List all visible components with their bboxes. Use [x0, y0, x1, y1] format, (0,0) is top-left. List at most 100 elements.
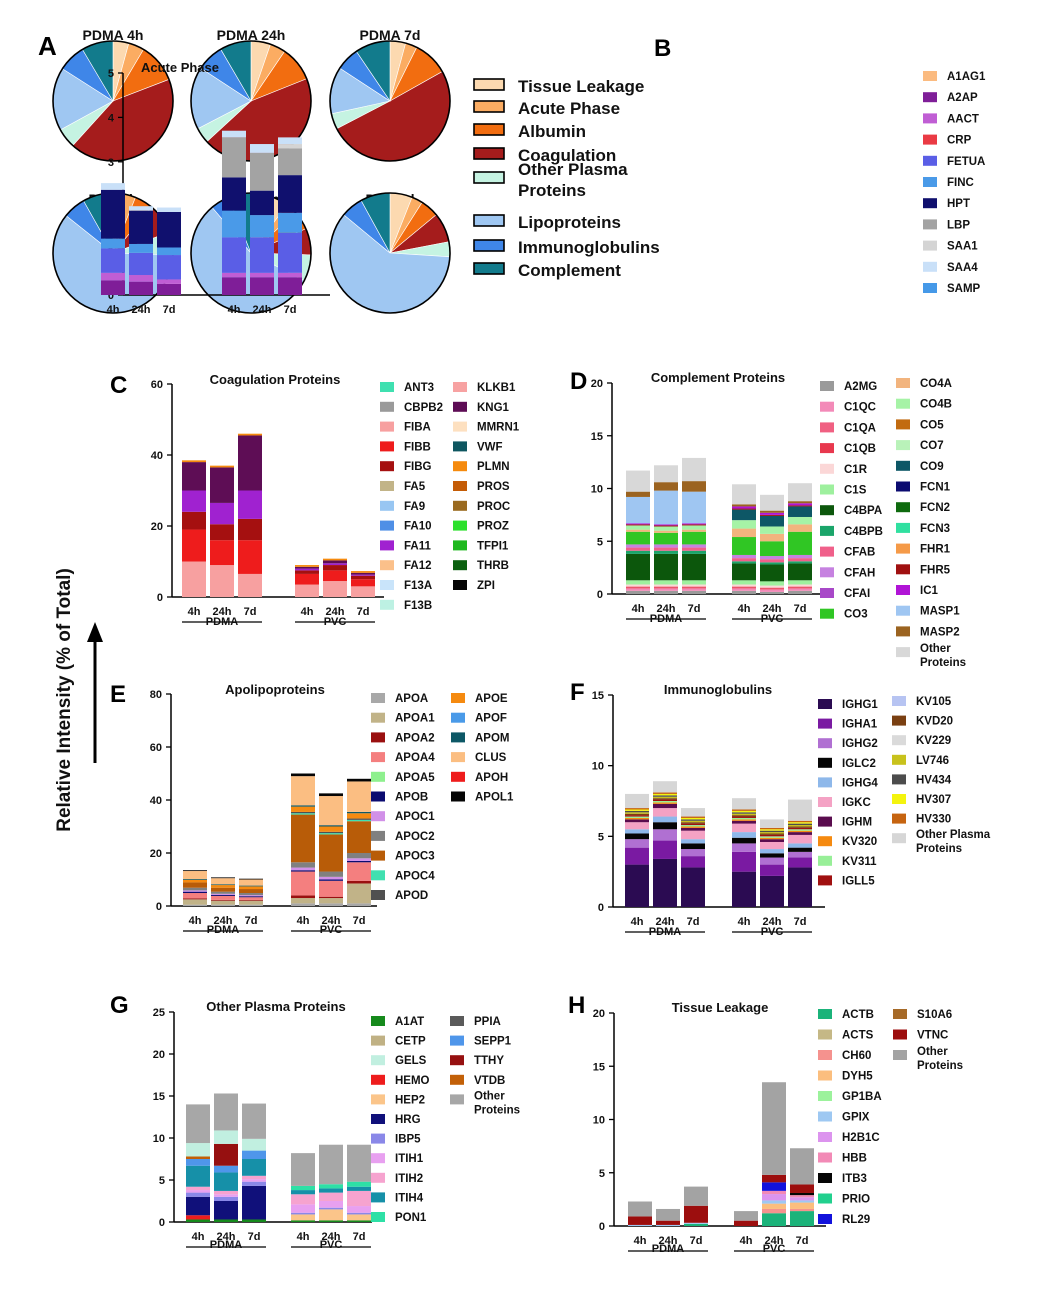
- bar-segment-ighg1: [653, 858, 677, 907]
- bar-segment-fetua: [157, 255, 181, 280]
- bar-segment-sepp1: [186, 1159, 210, 1166]
- bar-segment-igkc: [732, 823, 756, 833]
- bar-segment-c1r: [626, 584, 650, 587]
- bar-segment-igll5: [625, 815, 649, 817]
- legend-item: PROC: [453, 500, 510, 513]
- legend-swatch: [450, 1094, 464, 1105]
- bar-segment-aact: [278, 272, 302, 278]
- bar-segment-kv320: [653, 802, 677, 804]
- legend-item: KLKB1: [453, 382, 516, 394]
- legend-swatch: [451, 693, 465, 703]
- legend-label: THRB: [477, 560, 509, 572]
- legend-label: Proteins: [916, 843, 962, 855]
- pie-1: PDMA 4h: [52, 27, 174, 162]
- legend-swatch: [380, 520, 394, 531]
- bar-segment-clus: [183, 871, 207, 879]
- bar-segment-ighg2: [760, 857, 784, 865]
- legend-label: ITIH1: [395, 1153, 424, 1165]
- pie-outline: [52, 40, 174, 162]
- legend-label: CO9: [920, 461, 944, 473]
- legend-label: KNG1: [477, 402, 510, 414]
- bar-segment-apoc1: [347, 858, 371, 861]
- bar-segment-fibb: [295, 573, 319, 585]
- bar-segment-apoe: [183, 879, 207, 883]
- legend-item: IGHA1: [818, 718, 878, 731]
- legend-label: Albumin: [518, 122, 586, 141]
- bar-segment-a1at: [347, 1220, 371, 1222]
- bar-segment-masp1: [626, 496, 650, 524]
- legend-swatch: [892, 833, 906, 844]
- legend-label: C1QC: [844, 402, 876, 414]
- panel-F-legend: IGHG1 IGHA1 IGHG2 IGLC2 IGHG4 IGKC IGHM KV320 KV…: [818, 696, 991, 887]
- legend-item: KV320: [818, 836, 877, 848]
- legend-swatch: [371, 1153, 385, 1164]
- bar-segment-hemo: [186, 1215, 210, 1220]
- bar-segment-fetua: [101, 248, 125, 273]
- bar-segment-apol1: [211, 877, 235, 879]
- legend-label: IGHA1: [842, 719, 878, 731]
- legend-item: APOC3: [371, 850, 435, 863]
- legend-swatch: [450, 1035, 464, 1046]
- legend-item: Other Proteins: [893, 1046, 963, 1072]
- legend-item: C1S: [820, 484, 867, 497]
- legend-label: CO4B: [920, 399, 952, 411]
- bar-segment-igkc: [653, 808, 677, 817]
- bar-segment-ighg4: [732, 832, 756, 838]
- legend-item: GELS: [371, 1055, 427, 1067]
- bar-segment-gpix: [656, 1224, 680, 1226]
- bar-segment-ibp5: [214, 1196, 238, 1201]
- y-tick-label: 0: [156, 901, 162, 913]
- bar-segment-iglc2: [760, 853, 784, 858]
- legend-label: APOC3: [395, 851, 435, 863]
- bar-segment-hv434: [760, 830, 784, 833]
- y-tick-label: 4: [108, 112, 115, 124]
- bar-segment-fa11: [210, 502, 234, 525]
- legend-label: FINC: [947, 177, 974, 189]
- legend-label: CO4A: [920, 378, 952, 390]
- bar-segment-other-proteins: [656, 1208, 680, 1221]
- legend-swatch: [380, 500, 394, 511]
- legend-swatch: [896, 647, 910, 658]
- bar-segment-other-proteins: [760, 494, 784, 511]
- bar-segment-c4bpa: [654, 553, 678, 581]
- bar-segment-apom: [347, 811, 371, 814]
- x-tick-label: 4h: [188, 606, 201, 618]
- legend-swatch: [371, 771, 385, 782]
- legend-item: HV330: [892, 813, 951, 826]
- bar-segment-hv434: [653, 795, 677, 797]
- legend-swatch: [818, 1050, 832, 1060]
- bar-segment-igll5: [788, 827, 812, 830]
- legend-swatch: [380, 560, 394, 571]
- bar-segment-sepp1: [214, 1165, 238, 1173]
- bar-segment-saa4: [250, 144, 274, 153]
- bar-segment-hv434: [732, 812, 756, 814]
- bar-segment-clus: [291, 776, 315, 806]
- legend-item: Acute Phase: [473, 99, 620, 118]
- bar-segment-ic1: [654, 524, 678, 526]
- y-tick-label: 10: [153, 1133, 165, 1145]
- pie-title: PDMA 4h: [83, 27, 144, 43]
- legend-swatch: [820, 525, 834, 536]
- legend-label: MASP2: [920, 626, 960, 638]
- bar-segment-other-proteins: [762, 1082, 786, 1175]
- bar-segment-ibp5: [242, 1181, 266, 1186]
- bar-segment-other-proteins: [242, 1103, 266, 1139]
- y-tick-label: 10: [591, 484, 603, 496]
- legend-item: CO7: [896, 440, 944, 452]
- bar-segment-vtnc: [790, 1184, 814, 1193]
- bar-segment-co3: [626, 531, 650, 545]
- bar-segment-ighg1: [732, 871, 756, 907]
- bar-segment-co4a: [654, 530, 678, 533]
- legend-swatch: [818, 718, 832, 729]
- bar-segment-apoc3: [347, 821, 371, 853]
- legend-swatch: [820, 505, 834, 516]
- legend-label: PLMN: [477, 461, 510, 473]
- y-tick-label: 15: [592, 690, 604, 702]
- bar-segment-masp2: [682, 481, 706, 492]
- bar-segment-saa1: [278, 144, 302, 149]
- bar-segment-itih1: [319, 1201, 343, 1208]
- legend-swatch: [818, 1070, 832, 1081]
- bar-segment-apoc2: [183, 887, 207, 891]
- bar-segment-masp2: [760, 510, 784, 513]
